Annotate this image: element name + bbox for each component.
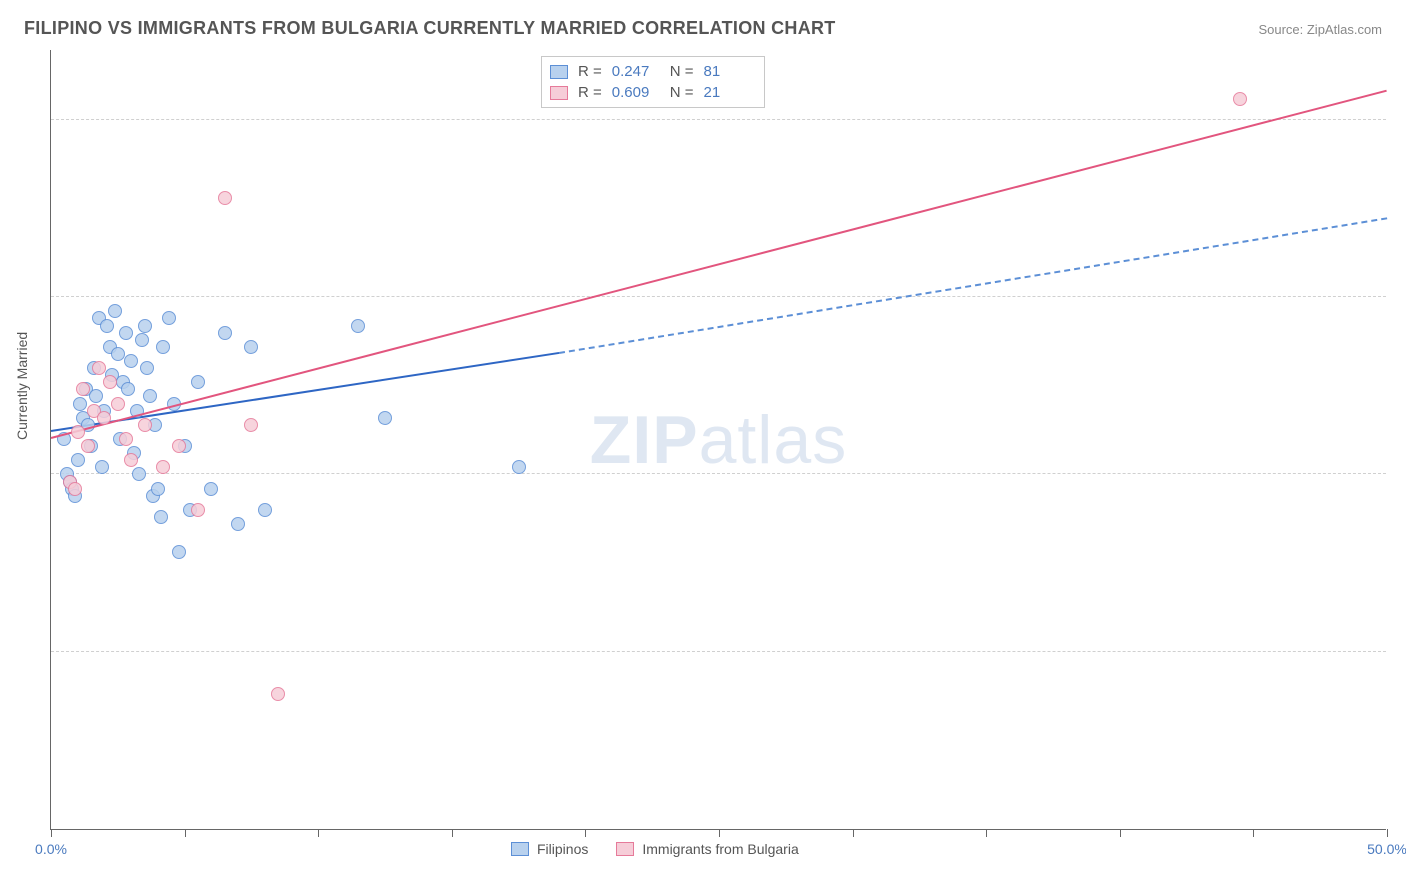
data-point [378, 411, 392, 425]
series-legend: Filipinos Immigrants from Bulgaria [511, 841, 799, 857]
data-point [512, 460, 526, 474]
data-point [191, 503, 205, 517]
data-point [218, 191, 232, 205]
data-point [95, 460, 109, 474]
x-tick [452, 829, 453, 837]
data-point [138, 418, 152, 432]
x-tick [986, 829, 987, 837]
data-point [191, 375, 205, 389]
watermark: ZIPatlas [590, 401, 847, 479]
data-point [68, 482, 82, 496]
x-tick [51, 829, 52, 837]
x-tick-label: 0.0% [35, 841, 67, 857]
data-point [124, 453, 138, 467]
x-tick [318, 829, 319, 837]
data-point [73, 397, 87, 411]
y-tick-label: 50.0% [1394, 466, 1406, 482]
data-point [132, 467, 146, 481]
data-point [162, 311, 176, 325]
data-point [258, 503, 272, 517]
data-point [71, 425, 85, 439]
data-point [121, 382, 135, 396]
data-point [231, 517, 245, 531]
legend-item-filipinos: Filipinos [511, 841, 588, 857]
x-tick [1253, 829, 1254, 837]
data-point [100, 319, 114, 333]
x-tick-label: 50.0% [1367, 841, 1406, 857]
data-point [138, 319, 152, 333]
data-point [103, 375, 117, 389]
data-point [76, 382, 90, 396]
legend-label: Filipinos [537, 841, 588, 857]
trend-line [559, 217, 1388, 354]
data-point [204, 482, 218, 496]
data-point [111, 347, 125, 361]
gridline [51, 119, 1386, 120]
swatch-filipinos [550, 65, 568, 79]
swatch-bulgaria [550, 86, 568, 100]
data-point [135, 333, 149, 347]
data-point [172, 439, 186, 453]
data-point [89, 389, 103, 403]
gridline [51, 296, 1386, 297]
data-point [156, 460, 170, 474]
chart-title: FILIPINO VS IMMIGRANTS FROM BULGARIA CUR… [24, 18, 836, 39]
data-point [154, 510, 168, 524]
data-point [92, 361, 106, 375]
data-point [172, 545, 186, 559]
y-axis-label: Currently Married [14, 332, 30, 440]
x-tick [853, 829, 854, 837]
x-tick [585, 829, 586, 837]
data-point [97, 411, 111, 425]
y-tick-label: 25.0% [1394, 644, 1406, 660]
data-point [1233, 92, 1247, 106]
data-point [143, 389, 157, 403]
data-point [124, 354, 138, 368]
trend-line [51, 90, 1387, 439]
correlation-stats-box: R = 0.247 N = 81 R = 0.609 N = 21 [541, 56, 765, 108]
data-point [119, 432, 133, 446]
data-point [108, 304, 122, 318]
legend-item-bulgaria: Immigrants from Bulgaria [616, 841, 798, 857]
data-point [156, 340, 170, 354]
stats-row-filipinos: R = 0.247 N = 81 [550, 61, 752, 82]
data-point [271, 687, 285, 701]
gridline [51, 473, 1386, 474]
data-point [119, 326, 133, 340]
source-attribution: Source: ZipAtlas.com [1258, 22, 1382, 37]
data-point [244, 418, 258, 432]
legend-label: Immigrants from Bulgaria [642, 841, 798, 857]
x-tick [1120, 829, 1121, 837]
data-point [351, 319, 365, 333]
data-point [218, 326, 232, 340]
x-tick [1387, 829, 1388, 837]
x-tick [719, 829, 720, 837]
scatter-plot-area: ZIPatlas R = 0.247 N = 81 R = 0.609 N = … [50, 50, 1386, 830]
gridline [51, 651, 1386, 652]
y-tick-label: 100.0% [1394, 112, 1406, 128]
data-point [111, 397, 125, 411]
data-point [244, 340, 258, 354]
y-tick-label: 75.0% [1394, 289, 1406, 305]
data-point [71, 453, 85, 467]
stats-row-bulgaria: R = 0.609 N = 21 [550, 82, 752, 103]
x-tick [185, 829, 186, 837]
data-point [140, 361, 154, 375]
legend-swatch-filipinos [511, 842, 529, 856]
legend-swatch-bulgaria [616, 842, 634, 856]
data-point [151, 482, 165, 496]
data-point [81, 439, 95, 453]
